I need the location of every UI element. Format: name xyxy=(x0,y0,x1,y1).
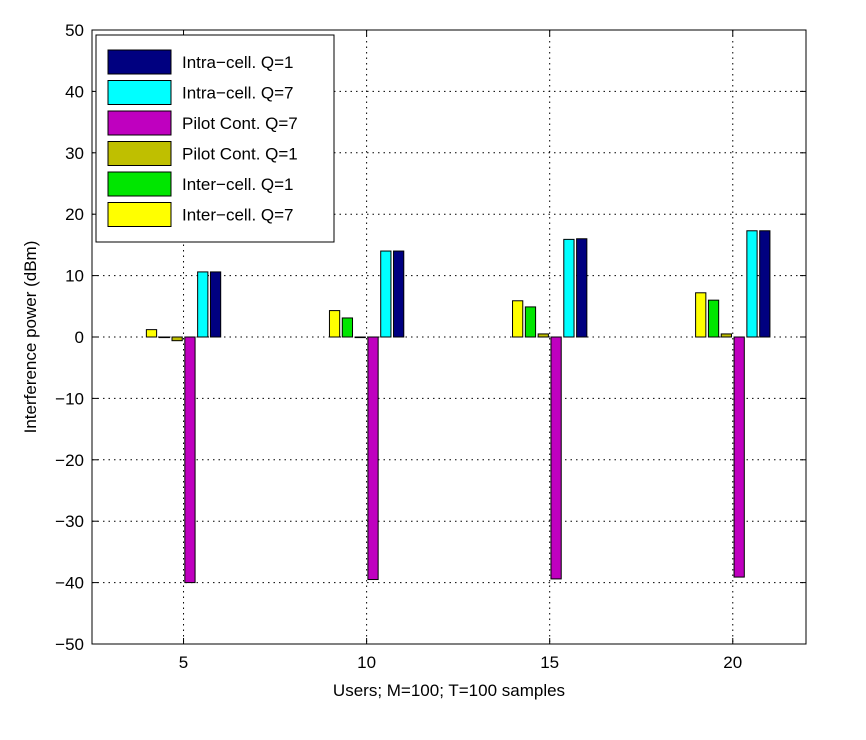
bar xyxy=(328,310,341,338)
y-tick-label: −40 xyxy=(55,574,84,593)
x-tick-label: 20 xyxy=(723,653,742,672)
bar xyxy=(197,271,209,338)
bar xyxy=(367,336,379,581)
x-tick-label: 10 xyxy=(357,653,376,672)
bar xyxy=(576,238,588,338)
legend-swatch xyxy=(107,202,172,227)
legend-label: Intra−cell. Q=7 xyxy=(182,84,294,103)
bar xyxy=(341,317,354,338)
y-tick-label: 10 xyxy=(65,267,84,286)
legend-label: Intra−cell. Q=1 xyxy=(182,53,294,72)
bar xyxy=(707,299,720,338)
legend-swatch xyxy=(107,141,172,166)
legend-label: Inter−cell. Q=1 xyxy=(182,175,294,194)
bar xyxy=(184,336,196,584)
y-axis-title: Interference power (dBm) xyxy=(21,241,40,434)
bar xyxy=(759,230,771,338)
y-tick-label: −10 xyxy=(55,389,84,408)
bar xyxy=(537,333,549,338)
bar xyxy=(354,336,366,339)
x-axis-title: Users; M=100; T=100 samples xyxy=(333,681,565,700)
bar xyxy=(171,336,183,342)
legend: Intra−cell. Q=1 Intra−cell. Q=7 Pilot Cont… xyxy=(95,34,335,243)
legend-label: Pilot Cont. Q=1 xyxy=(182,145,298,164)
x-tick-label: 15 xyxy=(540,653,559,672)
bars xyxy=(145,230,771,584)
x-tick-label: 5 xyxy=(179,653,188,672)
bar xyxy=(746,230,758,338)
bar xyxy=(720,333,732,338)
legend-swatch xyxy=(107,80,172,105)
legend-swatch xyxy=(107,171,172,197)
bar xyxy=(524,306,537,338)
bar xyxy=(695,292,707,338)
bar xyxy=(209,271,222,338)
y-tick-label: 0 xyxy=(75,328,84,347)
bar xyxy=(158,336,170,339)
y-tick-label: 30 xyxy=(65,144,84,163)
bar xyxy=(563,238,575,338)
y-tick-label: −50 xyxy=(55,635,84,654)
axis-ticks: −50 −40 −30 −20 −10 0 10 20 30 40 50 5 10 15 20 xyxy=(55,21,806,672)
legend-label: Inter−cell. Q=7 xyxy=(182,206,294,225)
legend-label: Pilot Cont. Q=7 xyxy=(182,114,298,133)
y-tick-label: −20 xyxy=(55,451,84,470)
bar xyxy=(393,250,405,338)
bar xyxy=(380,250,392,338)
bar xyxy=(550,336,562,580)
bar xyxy=(512,300,524,338)
bar xyxy=(145,329,158,338)
bar xyxy=(733,336,745,578)
legend-swatch xyxy=(107,110,172,136)
y-tick-label: 40 xyxy=(65,82,84,101)
grid-lines xyxy=(92,30,806,644)
y-tick-label: 50 xyxy=(65,21,84,40)
legend-swatch xyxy=(107,49,172,75)
y-tick-label: 20 xyxy=(65,205,84,224)
y-tick-label: −30 xyxy=(55,512,84,531)
